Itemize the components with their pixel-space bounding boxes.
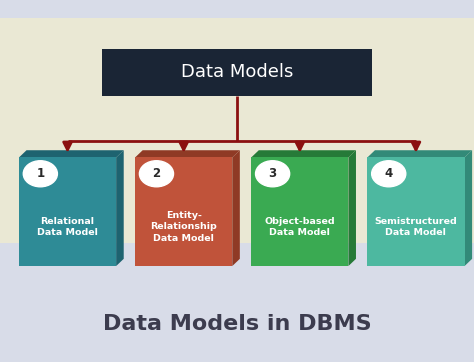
Polygon shape — [135, 150, 240, 157]
Circle shape — [255, 161, 290, 187]
Text: Data Models: Data Models — [181, 63, 293, 81]
Polygon shape — [116, 150, 124, 266]
Text: Semistructured
Data Model: Semistructured Data Model — [374, 217, 457, 237]
Text: Entity-
Relationship
Data Model: Entity- Relationship Data Model — [150, 211, 217, 243]
FancyBboxPatch shape — [0, 18, 474, 243]
Circle shape — [139, 161, 173, 187]
FancyBboxPatch shape — [251, 157, 348, 266]
Text: Relational
Data Model: Relational Data Model — [37, 217, 98, 237]
FancyBboxPatch shape — [19, 157, 116, 266]
Text: 3: 3 — [269, 167, 277, 180]
Circle shape — [372, 161, 406, 187]
FancyBboxPatch shape — [0, 0, 474, 43]
FancyBboxPatch shape — [102, 49, 372, 96]
Polygon shape — [19, 150, 124, 157]
Text: 2: 2 — [153, 167, 161, 180]
Text: Object-based
Data Model: Object-based Data Model — [264, 217, 335, 237]
Polygon shape — [465, 150, 472, 266]
Text: Data Models in DBMS: Data Models in DBMS — [103, 314, 371, 334]
Polygon shape — [232, 150, 240, 266]
Text: 4: 4 — [384, 167, 393, 180]
FancyBboxPatch shape — [367, 157, 465, 266]
Text: 1: 1 — [36, 167, 45, 180]
Polygon shape — [367, 150, 472, 157]
Polygon shape — [348, 150, 356, 266]
FancyBboxPatch shape — [135, 157, 232, 266]
Polygon shape — [251, 150, 356, 157]
FancyBboxPatch shape — [0, 243, 474, 362]
Circle shape — [23, 161, 57, 187]
